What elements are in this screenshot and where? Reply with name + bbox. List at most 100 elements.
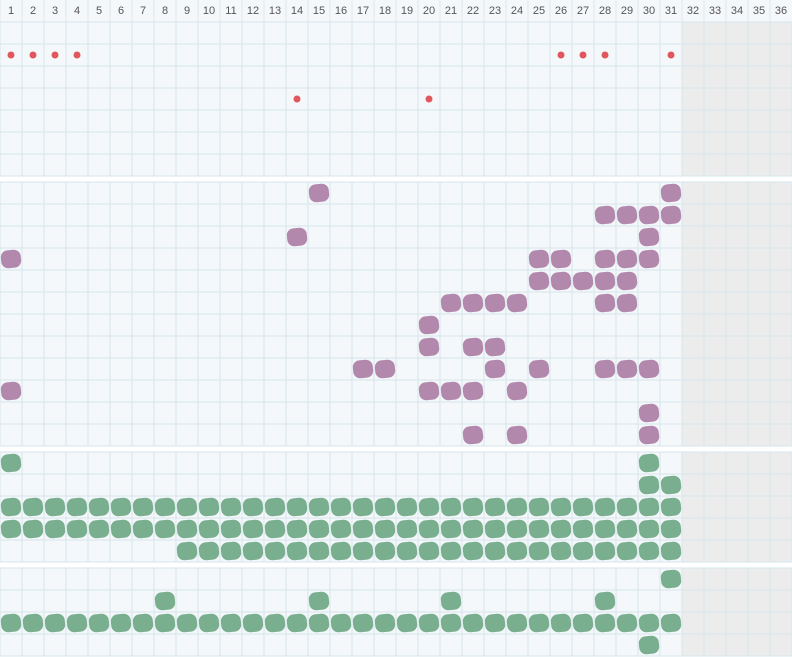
day-blob <box>66 613 88 633</box>
day-blob <box>44 497 66 517</box>
day-label: 15 <box>313 5 325 17</box>
day-label: 6 <box>118 5 124 17</box>
day-blob <box>462 337 484 357</box>
day-blob <box>308 541 330 561</box>
day-blob <box>198 497 220 517</box>
day-blob <box>616 249 638 269</box>
day-blob <box>22 519 44 539</box>
day-blob <box>242 497 264 517</box>
day-blob <box>550 497 572 517</box>
day-blob <box>176 541 198 561</box>
day-label: 34 <box>731 5 743 17</box>
day-blob <box>528 519 550 539</box>
day-blob <box>198 541 220 561</box>
inactive-days <box>682 22 792 176</box>
day-blob <box>506 381 528 401</box>
day-blob <box>0 453 22 473</box>
day-blob <box>594 205 616 225</box>
day-blob <box>0 249 22 269</box>
day-label: 20 <box>423 5 435 17</box>
day-label: 26 <box>555 5 567 17</box>
day-blob <box>616 293 638 313</box>
day-blob <box>528 249 550 269</box>
day-blob <box>198 519 220 539</box>
day-blob <box>594 541 616 561</box>
day-blob <box>440 613 462 633</box>
day-blob <box>484 613 506 633</box>
day-blob <box>594 271 616 291</box>
day-blob <box>88 613 110 633</box>
day-blob <box>330 519 352 539</box>
day-blob <box>572 613 594 633</box>
day-label: 35 <box>753 5 765 17</box>
day-label: 2 <box>30 5 36 17</box>
day-blob <box>550 249 572 269</box>
day-blob <box>66 497 88 517</box>
day-blob <box>396 541 418 561</box>
day-blob <box>242 613 264 633</box>
day-label: 10 <box>203 5 215 17</box>
event-dot <box>51 51 59 59</box>
event-dot <box>7 51 15 59</box>
day-blob <box>418 519 440 539</box>
day-blob <box>264 541 286 561</box>
day-blob <box>484 519 506 539</box>
day-blob <box>374 519 396 539</box>
day-label: 7 <box>140 5 146 17</box>
day-blob <box>484 497 506 517</box>
day-blob <box>638 613 660 633</box>
day-blob <box>440 497 462 517</box>
day-blob <box>660 183 682 203</box>
day-label: 31 <box>665 5 677 17</box>
day-blob <box>638 425 660 445</box>
day-blob <box>132 519 154 539</box>
day-blob <box>264 519 286 539</box>
day-blob <box>110 519 132 539</box>
event-dot <box>601 51 609 59</box>
day-label: 21 <box>445 5 457 17</box>
day-blob <box>352 519 374 539</box>
day-label: 16 <box>335 5 347 17</box>
day-label: 32 <box>687 5 699 17</box>
event-dot <box>667 51 675 59</box>
inactive-days <box>682 452 792 562</box>
day-blob <box>550 541 572 561</box>
day-blob <box>506 293 528 313</box>
day-blob <box>594 497 616 517</box>
day-blob <box>330 613 352 633</box>
day-label: 9 <box>184 5 190 17</box>
day-blob <box>418 381 440 401</box>
day-blob <box>440 293 462 313</box>
day-blob <box>594 591 616 611</box>
day-blob <box>88 519 110 539</box>
day-blob <box>638 475 660 495</box>
day-blob <box>462 293 484 313</box>
day-blob <box>110 497 132 517</box>
day-blob <box>660 205 682 225</box>
day-label: 18 <box>379 5 391 17</box>
event-dot <box>557 51 565 59</box>
day-label: 8 <box>162 5 168 17</box>
day-blob <box>418 613 440 633</box>
day-blob <box>506 613 528 633</box>
day-label: 1 <box>8 5 14 17</box>
day-blob <box>264 497 286 517</box>
day-blob <box>638 249 660 269</box>
day-blob <box>286 519 308 539</box>
day-blob <box>462 497 484 517</box>
day-blob <box>132 613 154 633</box>
day-blob <box>484 337 506 357</box>
day-blob <box>638 453 660 473</box>
day-blob <box>220 497 242 517</box>
day-blob <box>506 425 528 445</box>
day-blob <box>22 497 44 517</box>
day-blob <box>528 359 550 379</box>
day-blob <box>660 519 682 539</box>
day-blob <box>66 519 88 539</box>
day-blob <box>308 519 330 539</box>
day-blob <box>286 541 308 561</box>
day-blob <box>242 541 264 561</box>
day-blob <box>418 497 440 517</box>
day-label: 4 <box>74 5 80 17</box>
